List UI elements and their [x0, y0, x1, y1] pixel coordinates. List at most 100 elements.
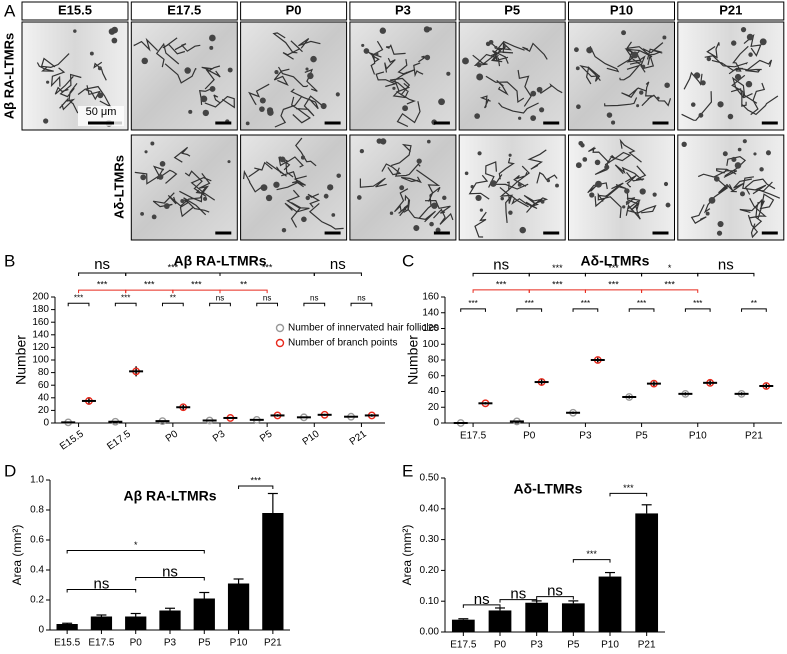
- significance-label: ***: [262, 262, 273, 272]
- hair-follicle: [611, 120, 616, 125]
- hair-follicle: [586, 47, 593, 54]
- significance-label: ns: [493, 256, 509, 273]
- hair-follicle: [416, 158, 422, 164]
- hair-follicle: [500, 196, 504, 201]
- significance-bracket: [584, 272, 643, 277]
- x-tick-label: P10: [689, 431, 707, 442]
- significance-bracket: [572, 559, 611, 563]
- hair-follicle: [622, 205, 626, 209]
- significance-bracket: [472, 289, 530, 293]
- micrograph: [568, 21, 675, 131]
- hair-follicle: [734, 162, 742, 169]
- hair-follicle: [739, 191, 746, 197]
- hair-follicle: [157, 174, 164, 180]
- significance-bracket: [66, 550, 205, 554]
- hair-follicle: [494, 45, 498, 49]
- hair-follicle: [665, 202, 671, 208]
- hair-follicle: [424, 54, 431, 61]
- bar: [598, 576, 622, 632]
- hair-follicle: [202, 109, 210, 117]
- hair-follicle: [428, 27, 432, 31]
- hair-follicle: [641, 64, 646, 69]
- hair-follicle: [734, 73, 742, 81]
- significance-bracket: [114, 302, 137, 307]
- x-tick-label: P21: [264, 638, 282, 649]
- bar: [159, 610, 181, 630]
- hair-follicle: [727, 113, 734, 120]
- hair-follicle: [310, 55, 317, 63]
- significance-bracket: [536, 596, 574, 600]
- hair-follicle: [446, 71, 451, 76]
- hair-follicle: [281, 227, 287, 233]
- y-tick-label: 100: [422, 339, 439, 350]
- y-tick-label: 140: [32, 329, 49, 340]
- significance-bracket: [135, 577, 205, 581]
- x-tick-label: P21: [348, 428, 369, 447]
- chart-title: Aβ RA-LTMRs: [173, 253, 266, 269]
- hair-follicle: [731, 156, 737, 162]
- hair-follicle: [706, 56, 712, 62]
- row-label: Aβ RA-LTMRs: [1, 33, 16, 119]
- hair-follicle: [621, 30, 627, 36]
- hair-follicle: [151, 214, 157, 220]
- x-tick-label: P5: [635, 431, 648, 442]
- hair-follicle: [474, 113, 481, 119]
- micrograph: [677, 21, 785, 131]
- y-tick-label: 0.2: [30, 595, 44, 606]
- significance-bracket: [516, 308, 543, 312]
- hair-follicle: [488, 39, 494, 45]
- significance-bracket: [67, 302, 90, 307]
- significance-bracket: [219, 272, 315, 277]
- hair-follicle: [681, 141, 687, 147]
- hair-follicle: [301, 216, 307, 223]
- column-header: E17.5: [167, 2, 201, 17]
- hair-follicle: [740, 26, 747, 33]
- x-tick-label: P5: [258, 428, 275, 444]
- hair-follicle: [589, 192, 595, 198]
- hair-follicle: [539, 107, 545, 113]
- y-tick-label: 0.30: [420, 534, 440, 545]
- significance-label: ns: [263, 293, 271, 302]
- x-tick-label: P0: [523, 431, 536, 442]
- chart-title: Aβ RA-LTMRs: [123, 488, 216, 504]
- y-tick-label: 40: [428, 386, 440, 397]
- significance-label: ns: [510, 586, 526, 603]
- bar: [56, 624, 78, 630]
- hair-follicle: [97, 66, 102, 71]
- hair-follicle: [336, 173, 341, 178]
- significance-label: ***: [168, 262, 179, 272]
- significance-label: ***: [693, 299, 702, 308]
- hair-follicle: [753, 152, 757, 156]
- significance-label: ***: [552, 279, 563, 289]
- significance-bracket: [641, 289, 699, 293]
- y-tick-label: 0.40: [420, 503, 440, 514]
- hair-follicle: [300, 155, 306, 160]
- column-header-box: [458, 1, 566, 21]
- legend-label: Number of branch points: [288, 338, 398, 349]
- hair-follicle: [356, 195, 362, 200]
- micrograph: [349, 21, 457, 131]
- significance-bracket: [161, 302, 184, 307]
- y-tick-label: 20: [428, 402, 440, 413]
- significance-label: ***: [608, 263, 619, 273]
- y-tick-label: 80: [38, 367, 50, 378]
- legend-label: Number of innervated hair follicles: [288, 323, 439, 334]
- hair-follicle: [652, 192, 657, 197]
- hair-follicle: [555, 183, 559, 188]
- hair-follicle: [470, 185, 474, 189]
- significance-label: ***: [97, 279, 108, 289]
- hair-follicle: [111, 37, 118, 44]
- y-tick-label: 60: [38, 380, 50, 391]
- column-header-box: [349, 1, 457, 21]
- hair-follicle: [759, 167, 764, 172]
- significance-label: **: [751, 299, 757, 308]
- significance-bracket: [684, 308, 711, 312]
- hair-follicle: [477, 151, 482, 156]
- y-tick-label: 40: [38, 392, 50, 403]
- bar: [451, 619, 475, 632]
- significance-label: ns: [310, 293, 318, 302]
- bar: [193, 598, 215, 630]
- y-tick-label: 20: [38, 405, 50, 416]
- neuron-arbor: [359, 143, 454, 225]
- hair-follicle: [759, 38, 767, 46]
